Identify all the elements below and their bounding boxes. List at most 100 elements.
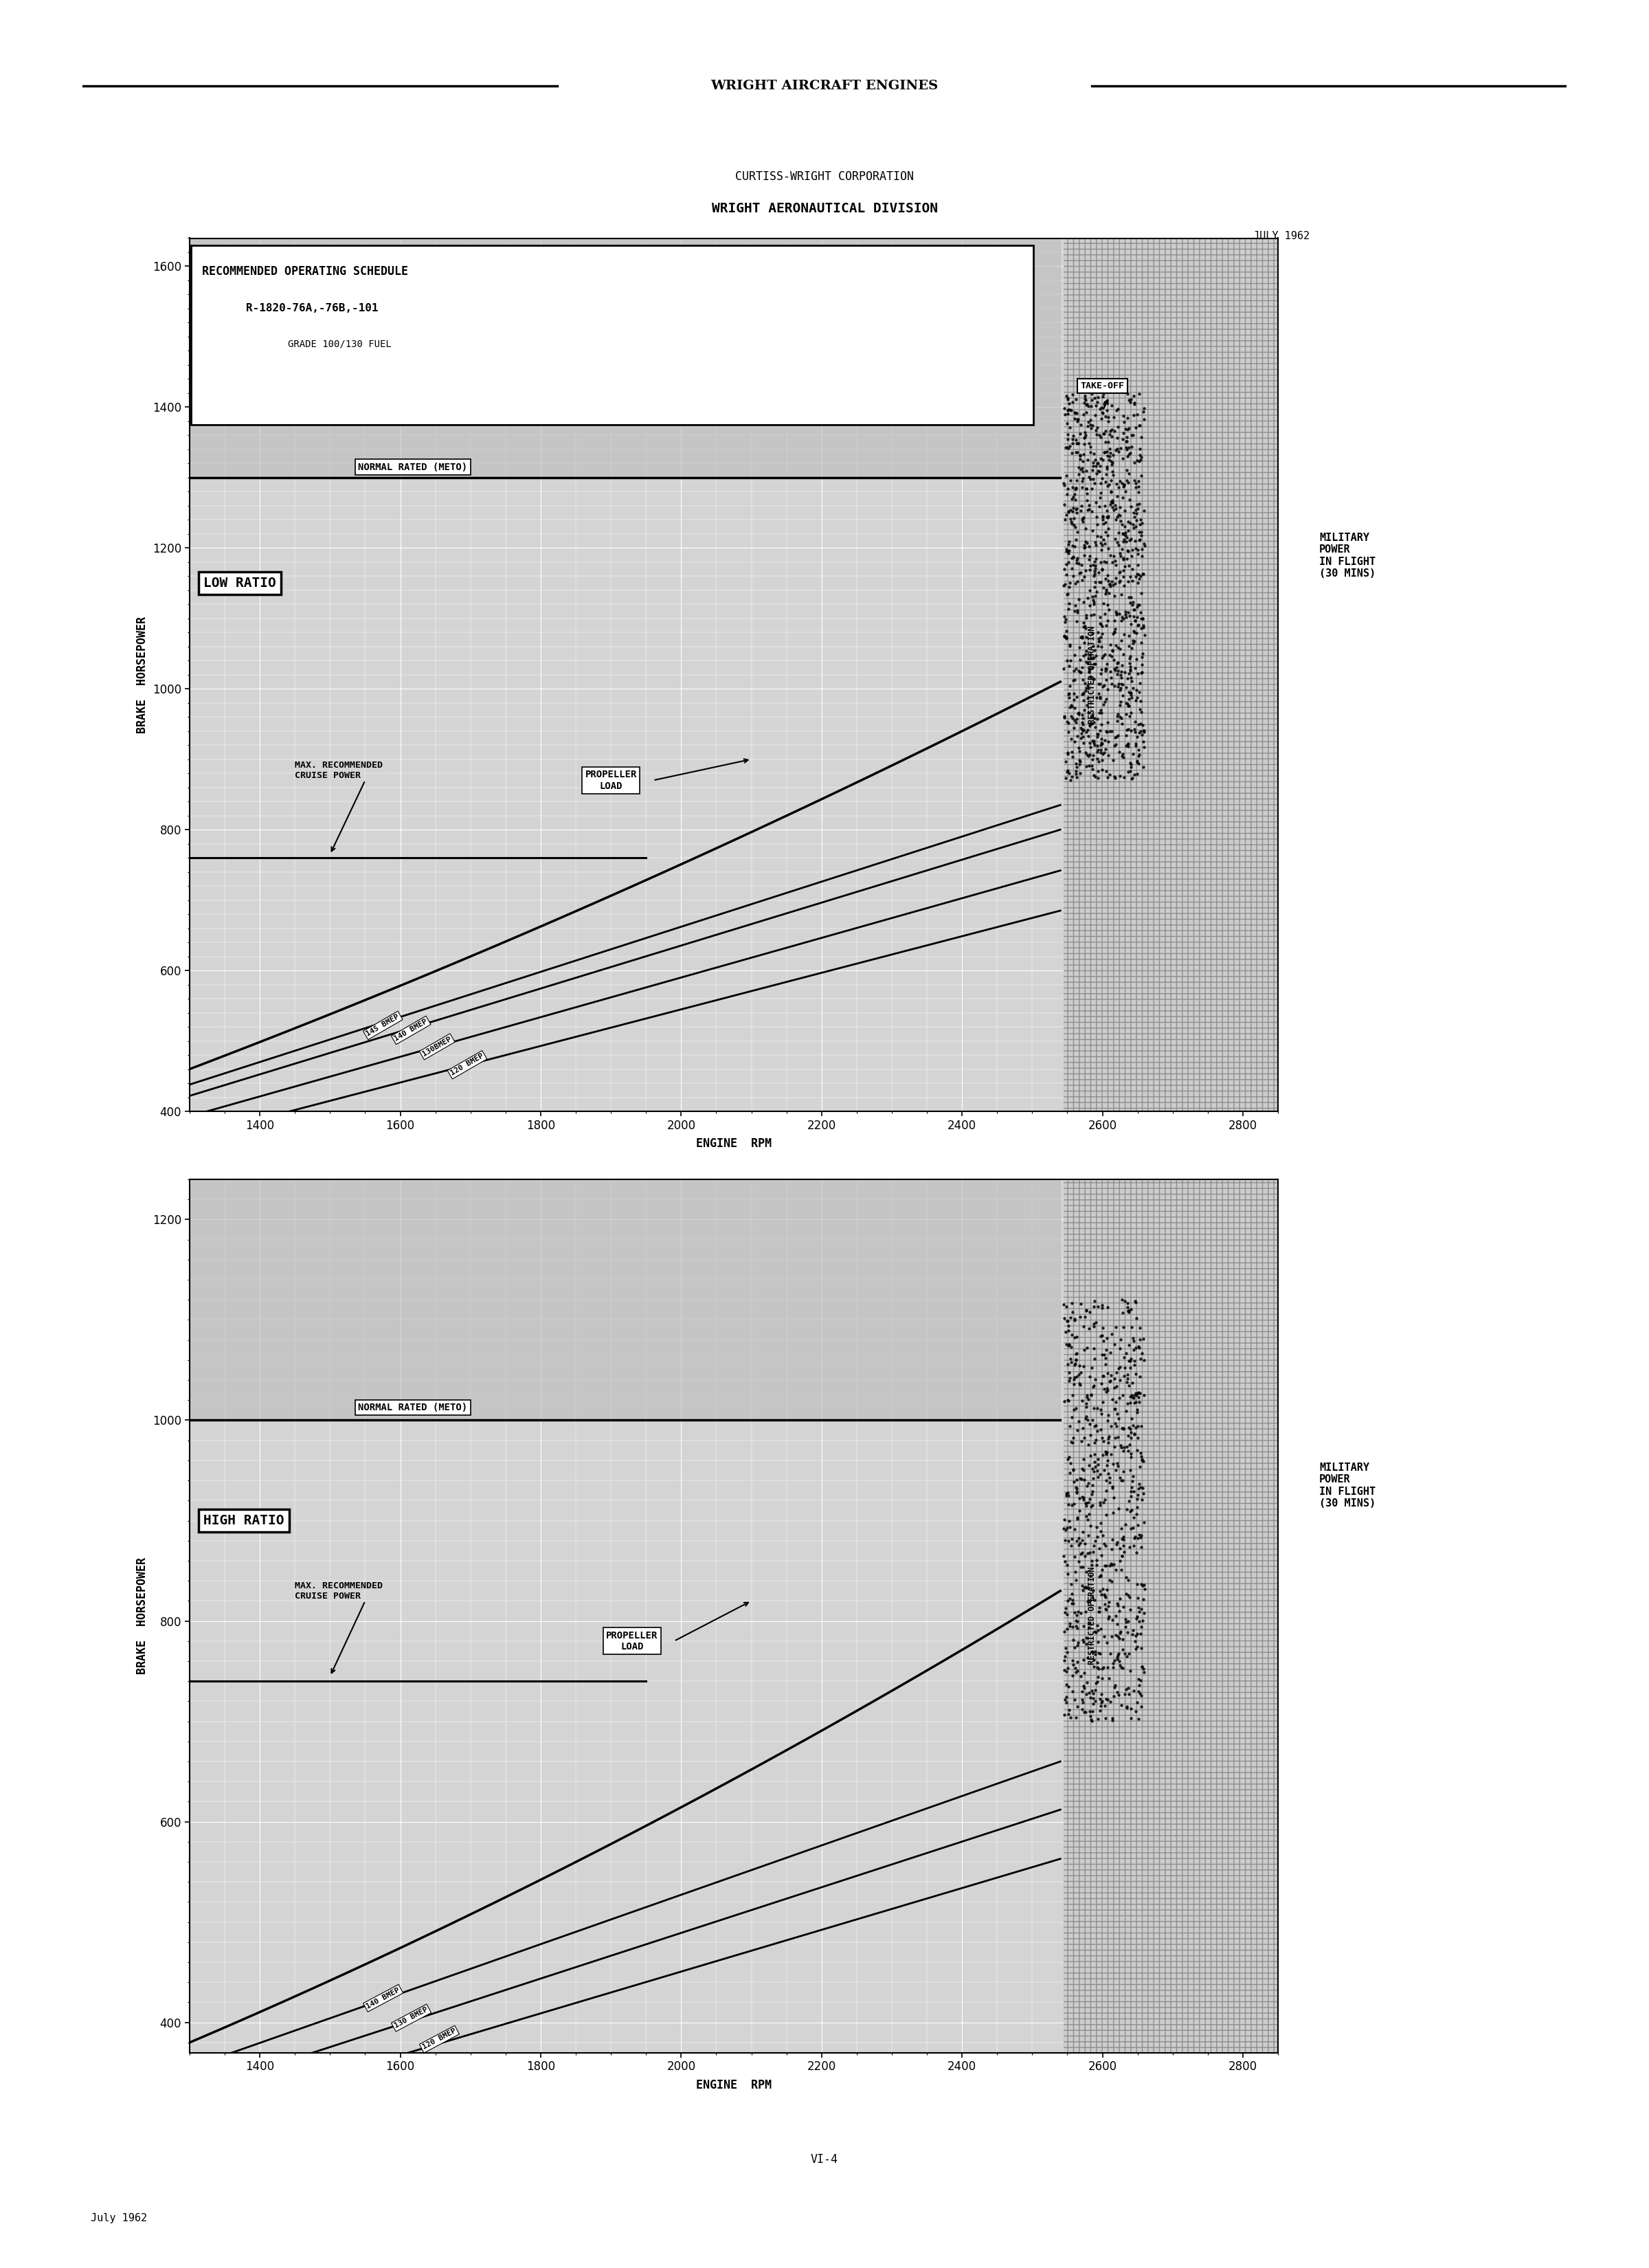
Point <box>1116 1293 1143 1329</box>
Point <box>1077 737 1103 773</box>
Point <box>1105 408 1131 445</box>
Text: MAX. RECOMMENDED
CRUISE POWER: MAX. RECOMMENDED CRUISE POWER <box>295 762 383 780</box>
Point <box>1108 1649 1135 1685</box>
Point <box>1108 646 1135 683</box>
Bar <box>1064 1179 1278 2053</box>
Point <box>1111 549 1138 585</box>
Point <box>1060 538 1087 574</box>
Point <box>1092 433 1118 469</box>
Point <box>1083 499 1110 535</box>
Point <box>1093 1624 1120 1660</box>
Point <box>1090 669 1116 705</box>
Point <box>1102 488 1128 524</box>
Point <box>1067 1461 1093 1497</box>
Point <box>1126 587 1153 624</box>
Point <box>1088 1538 1115 1574</box>
Point <box>1115 687 1141 723</box>
Point <box>1090 499 1116 535</box>
Point <box>1098 637 1125 674</box>
Point <box>1090 735 1116 771</box>
Point <box>1120 531 1146 567</box>
Point <box>1110 1295 1136 1331</box>
Point <box>1105 1642 1131 1678</box>
Point <box>1113 669 1139 705</box>
Point <box>1100 1547 1126 1583</box>
Point <box>1108 576 1135 612</box>
Point <box>1067 1492 1093 1529</box>
Point <box>1098 447 1125 483</box>
Point <box>1128 601 1154 637</box>
Point <box>1116 1676 1143 1712</box>
Point <box>1092 560 1118 596</box>
Point <box>1130 1442 1156 1479</box>
Point <box>1113 1558 1139 1594</box>
Point <box>1087 1692 1113 1728</box>
Point <box>1121 386 1148 422</box>
Point <box>1103 490 1130 526</box>
Point <box>1069 619 1095 655</box>
Point <box>1073 1676 1100 1712</box>
Point <box>1093 653 1120 689</box>
Point <box>1125 1481 1151 1517</box>
Point <box>1064 1461 1090 1497</box>
Point <box>1064 1626 1090 1662</box>
Point <box>1077 1508 1103 1545</box>
Point <box>1070 442 1097 479</box>
Point <box>1130 1440 1156 1476</box>
Point <box>1059 1486 1085 1522</box>
Point <box>1130 723 1156 760</box>
Point <box>1113 519 1139 556</box>
Point <box>1106 1592 1133 1628</box>
Point <box>1050 1538 1077 1574</box>
Point <box>1090 415 1116 451</box>
Point <box>1055 1381 1082 1418</box>
Point <box>1120 1672 1146 1708</box>
Point <box>1059 1399 1085 1436</box>
Point <box>1069 1681 1095 1717</box>
Point <box>1097 1363 1123 1399</box>
Point <box>1064 540 1090 576</box>
Point <box>1097 637 1123 674</box>
Point <box>1105 655 1131 692</box>
Point <box>1059 1424 1085 1461</box>
Point <box>1116 628 1143 665</box>
Point <box>1093 1331 1120 1368</box>
Point <box>1121 386 1148 422</box>
Point <box>1057 628 1083 665</box>
Point <box>1103 524 1130 560</box>
Point <box>1126 665 1153 701</box>
Point <box>1083 574 1110 610</box>
Point <box>1082 646 1108 683</box>
Point <box>1065 401 1092 438</box>
Point <box>1055 1486 1082 1522</box>
Point <box>1069 676 1095 712</box>
Point <box>1069 488 1095 524</box>
Point <box>1097 1465 1123 1501</box>
Point <box>1098 712 1125 748</box>
Point <box>1113 728 1139 764</box>
Point <box>1105 669 1131 705</box>
Point <box>1088 420 1115 456</box>
Point <box>1118 676 1144 712</box>
Point <box>1098 665 1125 701</box>
Point <box>1126 737 1153 773</box>
Point <box>1105 1420 1131 1456</box>
Point <box>1082 1340 1108 1377</box>
Point <box>1128 1608 1154 1644</box>
Point <box>1085 1635 1111 1672</box>
Point <box>1072 551 1098 587</box>
Point <box>1062 481 1088 517</box>
Point <box>1073 674 1100 710</box>
Point <box>1082 1635 1108 1672</box>
Point <box>1092 488 1118 524</box>
Point <box>1075 1569 1102 1606</box>
Point <box>1070 701 1097 737</box>
Point <box>1078 492 1105 528</box>
Point <box>1123 1497 1149 1533</box>
Point <box>1102 603 1128 640</box>
Point <box>1106 553 1133 590</box>
Point <box>1108 1538 1135 1574</box>
Point <box>1057 1340 1083 1377</box>
Point <box>1062 1628 1088 1665</box>
Point <box>1092 1370 1118 1406</box>
